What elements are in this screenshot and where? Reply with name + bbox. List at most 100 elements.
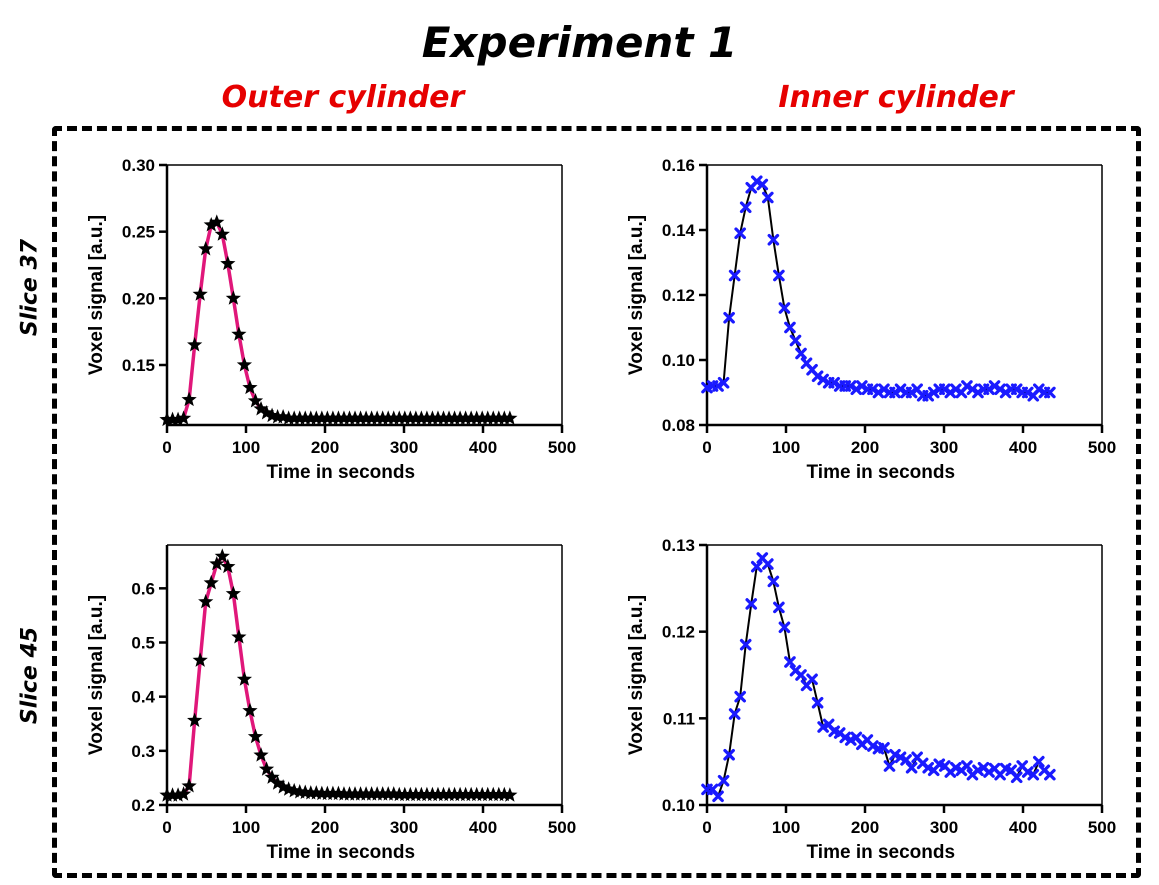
data-point-x — [905, 386, 918, 399]
data-point-star — [275, 779, 291, 794]
data-point-x — [878, 742, 890, 754]
x-tick-label: 300 — [930, 438, 958, 457]
data-point-x — [844, 380, 857, 392]
data-point-star — [242, 702, 258, 718]
data-point-x — [966, 383, 979, 396]
data-point-x — [778, 302, 791, 314]
data-point-star — [225, 585, 241, 601]
data-point-star — [336, 410, 352, 425]
data-point-star — [480, 410, 496, 425]
data-point-x — [1010, 383, 1023, 396]
data-point-star — [220, 255, 236, 271]
y-tick-label: 0.10 — [662, 796, 695, 815]
data-point-x — [795, 669, 807, 681]
data-point-star — [330, 410, 347, 425]
data-point-star — [175, 410, 192, 425]
data-point-star — [474, 786, 490, 802]
data-point-star — [253, 401, 269, 416]
data-point-star — [358, 786, 374, 801]
data-point-star — [325, 410, 341, 425]
data-point-star — [341, 786, 358, 801]
data-point-x — [1044, 386, 1056, 399]
data-point-star — [413, 410, 429, 425]
row-header-slice-45: Slice 45 — [17, 626, 43, 725]
data-point-star — [341, 410, 358, 425]
data-point-star — [203, 574, 219, 590]
data-point-star — [441, 786, 457, 802]
data-point-star — [375, 786, 391, 801]
data-point-x — [900, 754, 912, 766]
data-point-star — [269, 409, 286, 424]
y-axis-label: Voxel signal [a.u.] — [626, 595, 647, 755]
data-point-x — [717, 376, 730, 389]
data-point-star — [430, 786, 446, 802]
data-point-star — [469, 410, 485, 425]
data-point-star — [380, 410, 396, 425]
data-point-star — [480, 786, 496, 802]
data-point-x — [839, 731, 852, 744]
data-point-star — [352, 786, 369, 801]
data-point-x — [867, 383, 879, 396]
x-tick-label: 200 — [851, 818, 879, 837]
data-point-star — [236, 357, 253, 372]
data-point-star — [463, 786, 479, 802]
data-point-x — [778, 621, 791, 634]
data-point-x — [762, 558, 774, 570]
x-tick-label: 400 — [469, 438, 497, 457]
data-point-star — [175, 786, 192, 801]
data-point-star — [236, 671, 253, 686]
data-point-star — [242, 379, 258, 395]
y-tick-label: 0.14 — [662, 221, 696, 240]
data-point-star — [446, 786, 463, 802]
x-tick-label: 300 — [390, 438, 418, 457]
y-tick-label: 0.3 — [131, 742, 155, 761]
x-tick-label: 0 — [162, 438, 171, 457]
data-point-star — [496, 410, 512, 425]
data-point-star — [380, 786, 396, 801]
data-point-star — [502, 787, 518, 802]
data-point-x — [1021, 766, 1034, 778]
data-point-x — [773, 601, 785, 614]
data-point-star — [402, 786, 418, 802]
data-point-x — [972, 386, 984, 399]
x-tick-label: 100 — [772, 438, 800, 457]
data-point-x — [717, 774, 730, 787]
data-point-star — [314, 785, 330, 801]
data-point-star — [397, 786, 413, 802]
data-point-star — [231, 326, 247, 341]
data-point-x — [806, 673, 818, 686]
x-axis-label: Time in seconds — [807, 462, 956, 483]
data-point-x — [767, 233, 780, 246]
data-point-star — [247, 393, 264, 408]
data-point-star — [203, 217, 219, 232]
data-point-x — [905, 761, 918, 774]
data-point-star — [430, 410, 446, 425]
data-point-x — [1033, 755, 1045, 768]
data-point-x — [734, 690, 746, 703]
data-point-star — [336, 786, 352, 801]
x-tick-label: 0 — [702, 818, 711, 837]
series-line — [167, 553, 511, 797]
data-point-star — [458, 410, 474, 425]
x-tick-label: 300 — [930, 818, 958, 837]
data-point-star — [225, 290, 241, 305]
x-tick-label: 0 — [702, 438, 711, 457]
data-point-star — [159, 411, 175, 427]
data-point-star — [491, 410, 507, 425]
data-point-star — [192, 286, 208, 301]
data-point-star — [358, 410, 374, 425]
data-point-star — [413, 786, 429, 802]
data-point-star — [292, 410, 308, 425]
data-point-star — [485, 410, 501, 425]
chart-slice37-outer: 0 100 200 300 400 500 0.15 0.20 0.25 0.30 Time in … — [86, 156, 576, 483]
data-point-star — [314, 410, 330, 425]
data-point-x — [728, 708, 741, 720]
data-point-star — [209, 214, 225, 229]
y-axis-label: Voxel signal [a.u.] — [626, 215, 647, 375]
data-point-star — [369, 410, 385, 425]
x-axis-label: Time in seconds — [267, 462, 416, 483]
x-tick-label: 100 — [232, 438, 260, 457]
data-point-star — [319, 785, 335, 801]
data-point-x — [1044, 768, 1056, 781]
data-point-x — [817, 373, 829, 386]
